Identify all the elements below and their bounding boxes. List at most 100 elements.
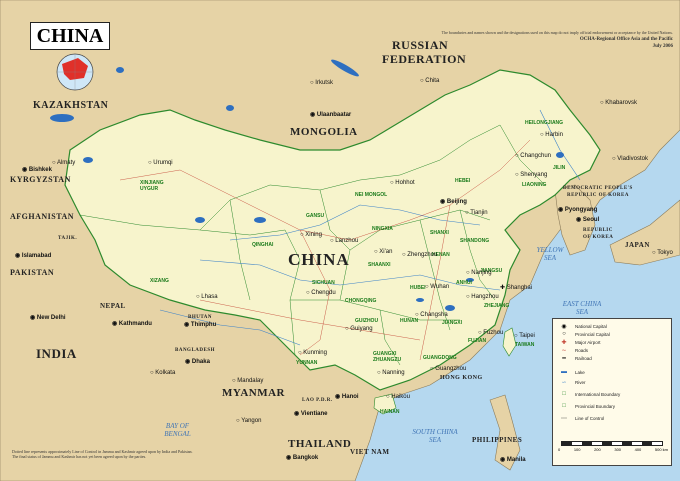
scale-labels: 0 100 200 300 400 500 km <box>558 447 668 452</box>
prov-shaanxi: SHAANXI <box>368 262 391 268</box>
prov-guangdong: GUANGDONG <box>423 355 457 361</box>
legend-river: River <box>575 380 586 385</box>
label-south-china-sea: SOUTH CHINA SEA <box>412 428 458 444</box>
japan-land <box>609 199 680 266</box>
city-lhasa: ○ Lhasa <box>196 294 218 300</box>
city-xining: ○ Xining <box>300 232 322 238</box>
city-hangzhou: ○ Hangzhou <box>466 294 499 300</box>
legend-roads: Roads <box>575 348 589 353</box>
legend-prov-boundary: Provincial Boundary <box>575 404 616 409</box>
prov-taiwan: TAIWAN <box>515 342 535 348</box>
city-pyongyang: ◉ Pyongyang <box>558 207 598 213</box>
map-title: CHINA <box>30 22 110 50</box>
city-yangon: ○ Yangon <box>236 418 262 424</box>
taiwan-land <box>502 327 517 357</box>
label-vietnam: VIET NAM <box>350 448 390 456</box>
city-urumqi: ○ Urumqi <box>148 160 173 166</box>
legend-provincial-capital: Provincial Capital <box>575 332 610 337</box>
legend-major-airport: Major Airport <box>575 340 601 345</box>
city-shenyang: ○ Shenyang <box>515 172 548 178</box>
kashmir-note: Dotted line represents approximately Lin… <box>12 449 193 459</box>
hainan-land <box>373 393 397 415</box>
city-almaty: ○ Almaty <box>52 160 76 166</box>
prov-nei-mongol: NEI MONGOL <box>355 192 388 198</box>
label-kazakhstan: KAZAKHSTAN <box>33 100 109 111</box>
prov-qinghai: QINGHAI <box>252 242 274 248</box>
city-bishkek: ◉ Bishkek <box>22 167 52 173</box>
prov-shanxi: SHANXI <box>430 230 449 236</box>
label-russia-2: FEDERATION <box>382 52 467 66</box>
label-india: INDIA <box>36 346 77 361</box>
city-beijing: ◉ Beijing <box>440 199 467 205</box>
city-bangkok: ◉ Bangkok <box>286 455 319 461</box>
prov-fujian: FUJIAN <box>468 338 487 344</box>
legend-intl-boundary: International Boundary <box>575 392 621 397</box>
railroad-icon: ━ <box>562 356 566 362</box>
scale-bar <box>561 441 663 446</box>
label-mongolia: MONGOLIA <box>290 126 358 138</box>
intl-boundary-icon: □ <box>562 391 566 397</box>
prov-xizang: XIZANG <box>150 278 169 284</box>
city-taipei: ○ Taipei <box>514 333 535 339</box>
label-myanmar: MYANMAR <box>222 387 285 399</box>
lake-icon: ▬ <box>561 369 567 375</box>
city-irkutsk: ○ Irkutsk <box>310 80 333 86</box>
prov-guangxi: GUANGXI ZHUANGZU <box>373 351 402 363</box>
legend-lake: Lake <box>575 370 585 375</box>
label-rok-1: REPUBLIC <box>583 228 613 233</box>
prov-hebei: HEBEI <box>455 178 471 184</box>
city-zhengzhou: ○ Zhengzhou <box>402 252 438 258</box>
city-kunming: ○ Kunming <box>298 350 327 356</box>
inset-globe <box>56 53 94 91</box>
label-pakistan: PAKISTAN <box>10 268 55 277</box>
city-tokyo: ○ Tokyo <box>652 250 673 256</box>
city-kolkata: ○ Kolkata <box>150 370 176 376</box>
legend-national-capital: National Capital <box>575 324 607 329</box>
city-new-delhi: ◉ New Delhi <box>30 315 66 321</box>
city-haikou: ○ Haikou <box>386 394 410 400</box>
city-seoul: ◉ Seoul <box>576 217 600 223</box>
city-lanzhou: ○ Lanzhou <box>330 238 359 244</box>
prov-anhui: ANHUI <box>456 280 472 286</box>
city-dhaka: ◉ Dhaka <box>185 359 210 365</box>
roads <box>119 139 531 361</box>
label-bay-of-bengal: BAY OF BENGAL <box>164 422 191 438</box>
label-bhutan: BHUTAN <box>188 315 213 320</box>
ocha-office: OCHA-Regional Office Asia and the Pacifi… <box>579 37 673 42</box>
prov-hubei: HUBEI <box>410 285 426 291</box>
city-thimphu: ◉ Thimphu <box>184 322 217 328</box>
label-bangladesh: BANGLADESH <box>175 348 216 353</box>
prov-liaoning: LIAONING <box>522 182 547 188</box>
rivers <box>159 109 581 346</box>
legend-line-of-control: Line of Control <box>575 416 605 421</box>
label-thailand: THAILAND <box>288 438 352 450</box>
city-nanning: ○ Nanning <box>377 370 405 376</box>
city-xian: ○ Xi'an <box>374 249 393 255</box>
lakes <box>50 59 564 311</box>
label-tajikistan: TAJIK. <box>58 236 78 241</box>
city-harbin: ○ Harbin <box>540 132 563 138</box>
city-tianjin: ○ Tianjin <box>465 210 488 216</box>
airport-icon: ✚ <box>561 340 567 346</box>
label-east-china-sea: EAST CHINA SEA <box>562 300 602 316</box>
label-yellow-sea: YELLOW SEA <box>536 246 564 262</box>
city-manila: ◉ Manila <box>500 457 526 463</box>
china-land <box>64 69 601 391</box>
city-guiyang: ○ Guiyang <box>345 326 373 332</box>
prov-jiangxi: JIANGXI <box>442 320 463 326</box>
label-kyrgyzstan: KYRGYZSTAN <box>10 175 71 184</box>
disclaimer-text: The boundaries and names shown and the d… <box>441 30 673 35</box>
legend: ◉ National Capital ○ Provincial Capital … <box>552 318 672 466</box>
city-ulaanbaatar: ◉ Ulaanbaatar <box>310 112 352 118</box>
city-guangzhou: ○ Guangzhou <box>430 366 467 372</box>
city-nanjing: ○ Nanjing <box>466 270 492 276</box>
provincial-capital-icon: ○ <box>562 331 566 337</box>
river-icon: ∽ <box>561 380 567 386</box>
city-chengdu: ○ Chengdu <box>306 290 336 296</box>
city-kathmandu: ◉ Kathmandu <box>112 321 152 327</box>
label-dprk-2: REPUBLIC OF KOREA <box>567 193 629 198</box>
city-fuzhou: ○ Fuzhou <box>478 330 504 336</box>
city-khabarovsk: ○ Khabarovsk <box>600 100 637 106</box>
prov-jilin: JILIN <box>553 165 566 171</box>
korea-land <box>554 184 596 256</box>
